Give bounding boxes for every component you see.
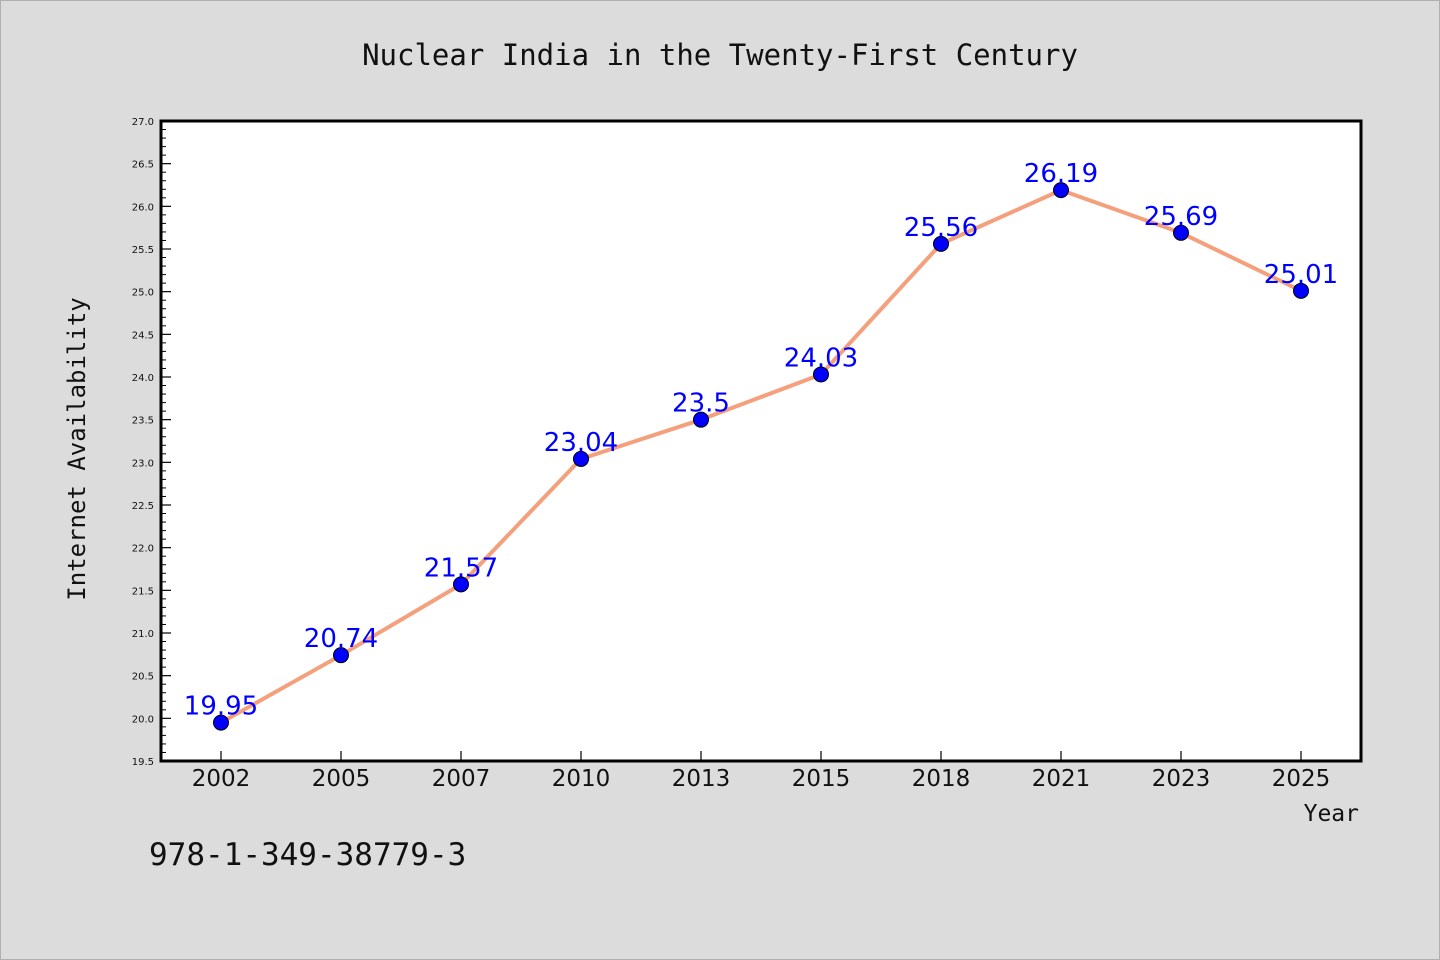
data-label: 21.57 [424, 553, 498, 583]
y-tick-label: 21.0 [132, 629, 154, 640]
data-point [1053, 182, 1069, 199]
x-tick-label: 2005 [312, 766, 371, 792]
x-tick-label: 2007 [432, 766, 491, 792]
data-point [453, 576, 469, 593]
y-tick-label: 26.0 [132, 202, 154, 213]
data-label: 24.03 [784, 343, 858, 373]
data-point [933, 235, 949, 252]
y-tick-label: 23.0 [132, 458, 154, 469]
x-tick-label: 2018 [912, 766, 971, 792]
x-axis: 2002 2005 2007 2010 2013 2015 2018 2021 2023 2025 [192, 751, 1331, 792]
data-point [693, 411, 709, 428]
y-tick-label: 20.0 [132, 714, 154, 725]
data-point [333, 647, 349, 664]
isbn-footnote: 978-1-349-38779-3 [149, 837, 466, 873]
chart-title: Nuclear India in the Twenty-First Centur… [362, 38, 1078, 72]
data-point [813, 366, 829, 383]
y-tick-label: 24.0 [132, 373, 154, 384]
data-point [213, 714, 229, 731]
y-tick-label: 19.5 [132, 757, 154, 768]
y-tick-label: 20.5 [132, 672, 154, 683]
series-line [220, 188, 1302, 725]
data-label: 25.01 [1264, 260, 1338, 290]
x-tick-label: 2025 [1272, 766, 1331, 792]
y-tick-label: 25.0 [132, 288, 154, 299]
y-tick-label: 22.5 [132, 501, 154, 512]
data-label: 19.95 [184, 692, 258, 722]
y-axis: 19.5 20.0 20.5 21.0 21.5 22.0 22.5 23.0 23.5 24.0… [132, 117, 171, 768]
x-tick-label: 2013 [672, 766, 731, 792]
y-tick-label: 26.5 [132, 160, 154, 171]
data-point [1293, 282, 1309, 299]
data-label: 20.74 [304, 624, 378, 654]
data-label: 23.5 [672, 389, 730, 419]
x-tick-label: 2002 [192, 766, 251, 792]
data-point [573, 450, 589, 467]
y-tick-label: 24.5 [132, 330, 154, 341]
y-tick-label: 22.0 [132, 544, 154, 555]
x-tick-label: 2015 [792, 766, 851, 792]
series-layer: 19.95 20.74 21.57 23.04 23.5 24.03 25.56 26.19 2… [184, 159, 1338, 731]
x-tick-label: 2023 [1152, 766, 1211, 792]
y-tick-label: 21.5 [132, 586, 154, 597]
data-label: 23.04 [544, 428, 618, 458]
x-axis-label: Year [1304, 801, 1359, 827]
y-tick-label: 23.5 [132, 416, 154, 427]
y-tick-label: 25.5 [132, 245, 154, 256]
data-point [1173, 224, 1189, 241]
data-label: 26.19 [1024, 159, 1098, 189]
y-tick-label: 27.0 [132, 117, 154, 128]
data-label: 25.69 [1144, 202, 1218, 232]
data-label: 25.56 [904, 213, 978, 243]
x-tick-label: 2021 [1032, 766, 1091, 792]
x-tick-label: 2010 [552, 766, 611, 792]
y-axis-label: Internet Availability [63, 297, 91, 600]
